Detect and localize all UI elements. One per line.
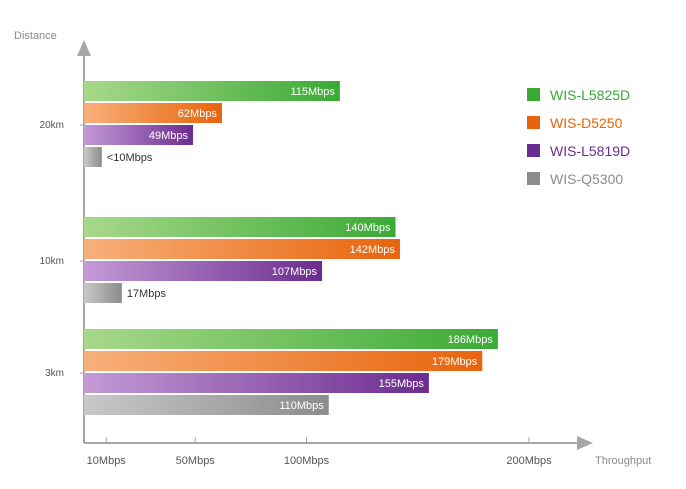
bar — [84, 329, 498, 349]
bar-value-label: 110Mbps — [279, 400, 324, 412]
bar-value-label: 140Mbps — [345, 222, 391, 234]
x-tick-label: 50Mbps — [176, 455, 216, 467]
axes: Distance Throughput 10Mbps 50Mbps 100Mbps 200… — [14, 30, 651, 467]
bar — [84, 351, 483, 371]
bar-value-label: 179Mbps — [432, 356, 478, 368]
bar — [84, 81, 340, 101]
bar-value-label: 107Mbps — [272, 266, 318, 278]
y-tick-label: 10km — [40, 256, 64, 267]
bar — [84, 103, 222, 123]
bar — [84, 395, 329, 415]
x-tick-label: 10Mbps — [87, 455, 127, 467]
bars: 115Mbps 62Mbps 49Mbps <10Mbps 140Mbps 142Mbps… — [84, 81, 498, 415]
x-tick-label: 100Mbps — [284, 455, 330, 467]
legend-swatch — [527, 172, 540, 185]
bar-value-label: 62Mbps — [178, 108, 218, 120]
bar — [84, 217, 396, 237]
bar — [84, 261, 323, 281]
bar-value-label: 155Mbps — [379, 378, 425, 390]
x-axis-arrow — [577, 436, 593, 450]
legend-label: WIS-L5819D — [550, 143, 630, 159]
bar — [84, 125, 194, 145]
bar — [84, 283, 122, 303]
bar — [84, 239, 400, 259]
legend: WIS-L5825D WIS-D5250 WIS-L5819D WIS-Q5300 — [527, 87, 630, 187]
bar — [84, 147, 102, 167]
legend-swatch — [527, 88, 540, 101]
bar-value-label: 186Mbps — [448, 334, 494, 346]
y-axis-title: Distance — [14, 30, 57, 42]
bar-value-label: 142Mbps — [350, 244, 396, 256]
legend-swatch — [527, 144, 540, 157]
bar-value-label: <10Mbps — [107, 152, 153, 164]
bar-value-label: 49Mbps — [149, 130, 189, 142]
legend-label: WIS-L5825D — [550, 87, 630, 103]
bar-value-label: 17Mbps — [127, 288, 167, 300]
y-axis-arrow — [77, 40, 91, 56]
y-tick-label: 20km — [40, 120, 64, 131]
legend-label: WIS-Q5300 — [550, 171, 623, 187]
bar — [84, 373, 429, 393]
y-tick-label: 3km — [45, 368, 64, 379]
legend-swatch — [527, 116, 540, 129]
x-axis-title: Throughput — [595, 455, 651, 467]
x-tick-label: 200Mbps — [506, 455, 552, 467]
bar-value-label: 115Mbps — [290, 86, 335, 98]
legend-label: WIS-D5250 — [550, 115, 623, 131]
